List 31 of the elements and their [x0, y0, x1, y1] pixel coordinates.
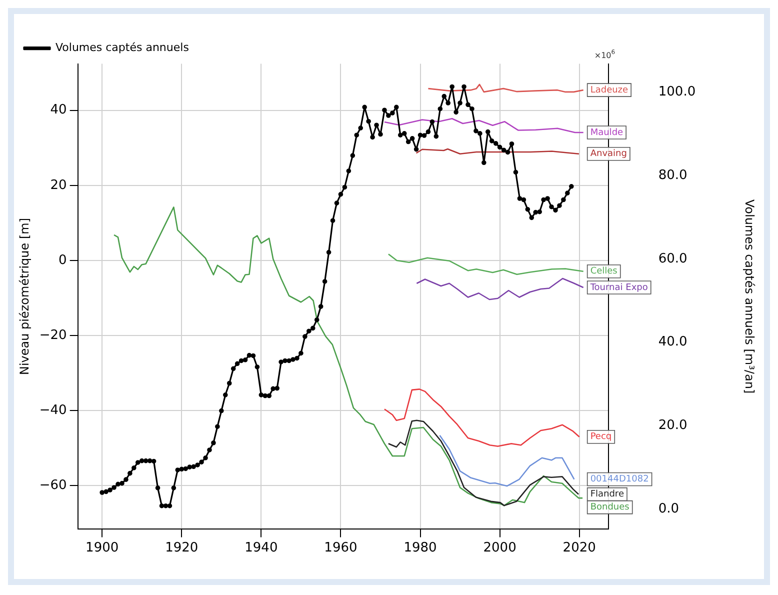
series-label: Flandre	[590, 490, 624, 500]
y2-tick-label: 0.0	[658, 502, 680, 517]
x-tick-label: 2000	[483, 540, 516, 556]
y-tick-label: −60	[39, 478, 67, 494]
x-tick-label: 1960	[324, 540, 358, 556]
y2-tick-label: 80.0	[658, 168, 688, 183]
x-tick-label: 1980	[404, 540, 437, 556]
y2-tick-label: 60.0	[658, 251, 688, 266]
text: Volumes captés annuels	[56, 41, 190, 54]
y2-axis-title: Volumes captés annuels [m³/an]	[742, 199, 757, 394]
series-label: Tournai Expo	[589, 282, 648, 293]
y-tick-label: −40	[39, 402, 67, 418]
y-tick-label: 40	[50, 102, 67, 118]
series-label: Bondues	[590, 502, 630, 513]
series-label: 00144D1082	[590, 474, 649, 485]
series-label: Celles	[590, 266, 618, 277]
y-axis-title: Niveau piézométrique [m]	[17, 218, 32, 376]
x-tick-label: 1900	[86, 540, 119, 556]
y2-tick-label: 100.0	[658, 84, 696, 100]
y-tick-label: 20	[50, 178, 67, 193]
x-tick-label: 1920	[165, 540, 198, 556]
x-tick-label: 1940	[244, 540, 278, 556]
y2-tick-label: 20.0	[658, 418, 688, 434]
y-tick-label: −20	[39, 328, 67, 343]
series-label: Anvaing	[590, 149, 627, 160]
y-tick-label: 0	[58, 252, 67, 268]
y2-tick-label: 40.0	[658, 334, 688, 350]
series-label: Pecq	[590, 432, 612, 442]
series-label: Ladeuze	[590, 85, 629, 96]
x-tick-label: 2020	[562, 540, 596, 556]
series-label: Maulde	[590, 128, 624, 138]
